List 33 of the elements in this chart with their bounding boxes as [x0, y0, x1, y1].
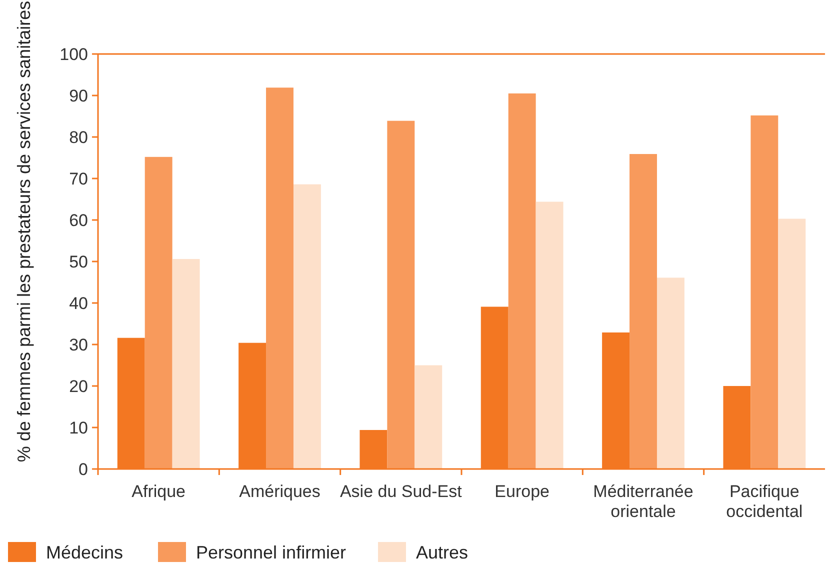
bar — [266, 88, 294, 469]
y-tick-label: 100 — [60, 44, 88, 64]
y-tick-label: 50 — [69, 252, 88, 272]
y-tick-label: 10 — [69, 418, 88, 438]
bar — [387, 120, 415, 469]
y-tick-label: 40 — [69, 294, 88, 313]
bar — [750, 115, 778, 469]
y-tick-label: 90 — [69, 86, 88, 106]
y-tick-label: 30 — [69, 335, 88, 354]
y-tick-label: 80 — [69, 128, 88, 147]
y-tick-label: 20 — [69, 376, 88, 396]
x-tick-label: Méditerranée orientale — [593, 482, 694, 521]
x-tick-label: Afrique — [132, 482, 186, 501]
bar — [536, 202, 564, 469]
bar — [656, 278, 684, 469]
x-tick-label: Pacifique occidental — [726, 482, 803, 521]
bar — [778, 218, 806, 469]
bar — [293, 184, 321, 469]
bar — [414, 365, 442, 469]
bar — [172, 259, 200, 469]
x-tick-label: Amériques — [239, 482, 320, 501]
bar — [630, 154, 657, 469]
x-tick-label: Asie du Sud-Est — [340, 482, 462, 501]
x-tick-label: Europe — [494, 482, 550, 501]
bar — [508, 93, 536, 469]
bar — [144, 156, 172, 469]
legend-label: Médecins — [46, 542, 124, 562]
y-tick-label: 0 — [78, 460, 88, 479]
y-tick-label: 70 — [69, 169, 88, 188]
legend-label: Autres — [416, 542, 468, 562]
legend-label: Personnel infirmier — [196, 542, 346, 562]
y-axis-title: % de femmes parmi les prestateurs de services sanitaires — [14, 0, 34, 462]
y-tick-label: 60 — [69, 210, 88, 230]
